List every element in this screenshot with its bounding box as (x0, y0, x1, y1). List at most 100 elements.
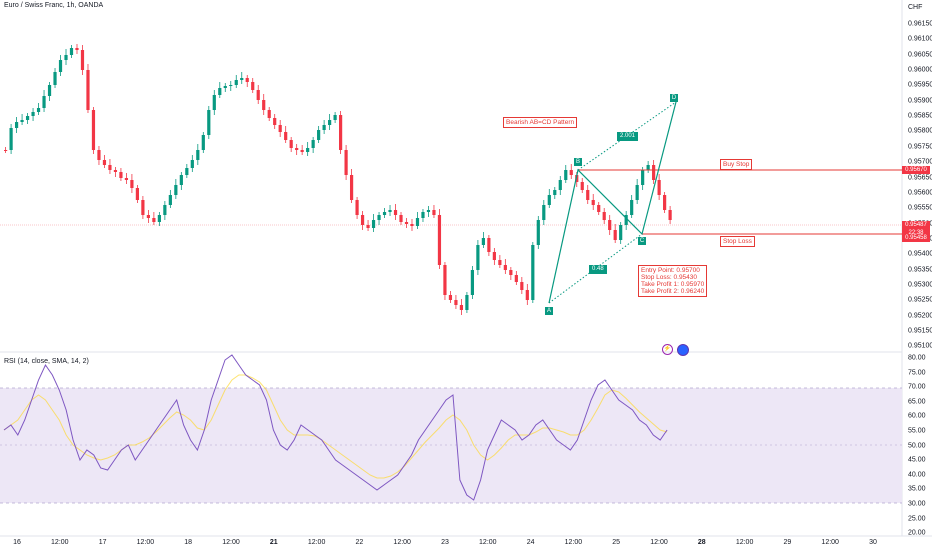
candle-body (465, 295, 469, 310)
candle-body (360, 215, 365, 225)
candle-body (531, 245, 535, 300)
candle-body (355, 200, 359, 215)
candle-body (91, 110, 96, 150)
candle-body (42, 96, 46, 108)
candle-body (311, 140, 315, 148)
candle-body (663, 195, 667, 210)
candle-body (553, 190, 557, 195)
bc-ratio-label[interactable]: 0.48 (589, 265, 607, 274)
candle-body (564, 170, 568, 180)
candle-body (47, 85, 52, 96)
candle-body (146, 215, 150, 218)
price-axis-label: 0.95200 (908, 312, 932, 320)
candle-body (410, 224, 414, 226)
stop-loss-text: Stop Loss: 0.95430 (641, 274, 698, 281)
candle-body (426, 210, 431, 212)
trade-plan-note[interactable]: Entry Point: 0.95700 Stop Loss: 0.95430 … (638, 265, 708, 297)
candle-body (542, 205, 546, 220)
candle-body (377, 215, 381, 220)
candle-body (229, 85, 233, 86)
candle-body (525, 290, 529, 300)
point-c-marker[interactable]: C (638, 237, 646, 245)
time-axis-label: 22 (355, 539, 364, 546)
price-axis-label: 0.95750 (908, 143, 932, 151)
stop-loss-price-tag: 0.95458 (902, 234, 930, 242)
candle-body (476, 245, 480, 270)
candle-body (646, 165, 650, 170)
candle-body (668, 210, 672, 220)
candle-body (108, 165, 112, 170)
rsi-axis-label: 65.00 (908, 398, 926, 406)
price-axis-label: 0.95900 (908, 97, 932, 105)
candle-body (25, 116, 30, 120)
rsi-axis-label: 55.00 (908, 427, 926, 435)
rsi-axis-label: 20.00 (908, 529, 926, 537)
flash-icon[interactable]: ⚡ (662, 344, 673, 355)
candlestick-series (4, 44, 672, 315)
countdown-tag: 22:38 (902, 229, 930, 237)
buy-stop-price-tag: 0.95670 (902, 166, 930, 174)
candle-body (657, 180, 661, 195)
candle-body (119, 172, 123, 178)
candle-body (443, 265, 447, 295)
candle-body (619, 225, 623, 240)
candle-body (514, 275, 518, 282)
price-axis-label: 0.96000 (908, 66, 932, 74)
time-axis-label: 16 (13, 539, 21, 546)
time-axis-label: 30 (869, 539, 877, 546)
price-axis-label: 0.96150 (908, 20, 932, 28)
rsi-axis-label: 80.00 (908, 354, 926, 362)
candle-body (135, 188, 140, 200)
currency-label[interactable]: CHF (908, 4, 923, 11)
time-axis-label: 28 (697, 539, 706, 546)
entry-point-text: Entry Point: 0.95700 (641, 267, 700, 274)
stop-loss-label[interactable]: Stop Loss (720, 236, 755, 247)
candle-body (124, 178, 129, 180)
time-axis-label: 12:00 (51, 539, 69, 546)
candle-body (349, 175, 354, 200)
candle-body (558, 180, 562, 190)
candle-body (14, 122, 19, 128)
candle-body (179, 175, 183, 185)
pattern-title[interactable]: Bearish AB=CD Pattern (503, 117, 578, 128)
candle-body (536, 220, 540, 245)
candle-body (393, 210, 398, 215)
candle-body (58, 60, 63, 72)
time-axis-label: 24 (526, 539, 535, 546)
abcd-legs (548, 101, 677, 304)
time-axis-label: 18 (184, 539, 193, 546)
rsi-pane (0, 354, 902, 504)
candle-body (339, 115, 343, 150)
candle-body (102, 160, 107, 165)
time-axis-label: 29 (783, 539, 792, 546)
candle-body (591, 200, 595, 205)
point-a-marker[interactable]: A (545, 307, 553, 315)
candle-body (459, 305, 464, 310)
candle-body (415, 218, 420, 226)
rsi-title[interactable]: RSI (14, close, SMA, 14, 2) (4, 358, 89, 365)
candle-body (86, 70, 90, 110)
rsi-axis-label: 30.00 (908, 500, 926, 508)
rsi-axis-label: 50.00 (908, 442, 926, 450)
rsi-axis-label: 40.00 (908, 471, 926, 479)
candle-body (470, 270, 475, 295)
price-axis-label: 0.95250 (908, 296, 932, 304)
cd-ratio-label[interactable]: 2.001 (617, 132, 639, 141)
rsi-band (0, 388, 902, 503)
time-axis-label: 12:00 (564, 539, 583, 546)
symbol-title[interactable]: Euro / Swiss Franc, 1h, OANDA (4, 2, 104, 9)
point-d-marker[interactable]: D (670, 94, 678, 102)
candle-body (174, 185, 178, 195)
price-axis-label: 0.95100 (908, 342, 932, 350)
take-profit-1-text: Take Profit 1: 0.95970 (641, 281, 705, 288)
globe-icon[interactable] (677, 344, 689, 356)
point-b-marker[interactable]: B (574, 158, 582, 166)
price-axis-label: 0.95300 (908, 281, 932, 289)
rsi-axis-label: 60.00 (908, 412, 926, 420)
time-axis-label: 23 (441, 539, 449, 546)
candle-body (212, 95, 216, 110)
buy-stop-label[interactable]: Buy Stop (720, 159, 753, 170)
candle-body (487, 238, 491, 252)
